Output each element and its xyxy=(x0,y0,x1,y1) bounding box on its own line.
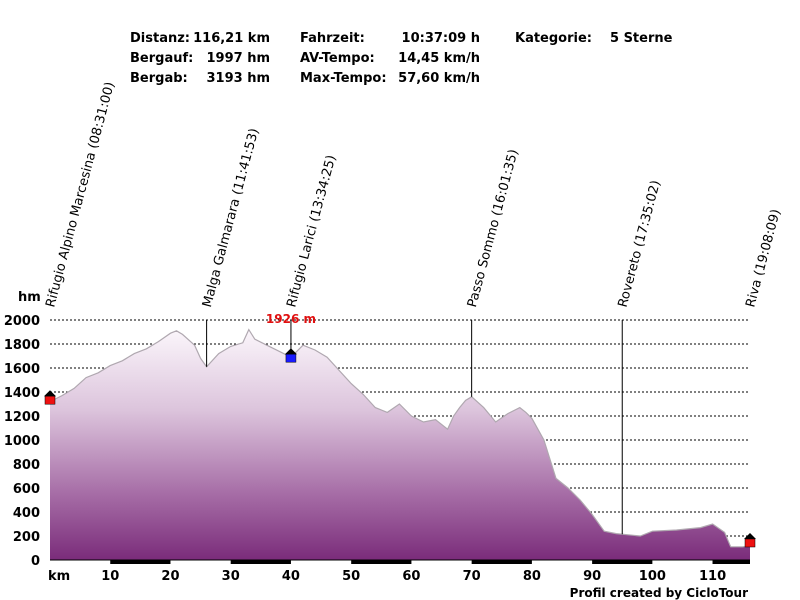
y-tick-label: 1800 xyxy=(4,338,40,353)
waypoint-label: Passo Sommo (16:01:35) xyxy=(465,148,522,309)
x-axis-segment xyxy=(351,560,412,564)
elevation-area xyxy=(50,329,750,560)
avg-speed-label: AV-Tempo: xyxy=(300,51,375,66)
marker-body xyxy=(44,395,56,405)
x-tick-label: 100 xyxy=(639,569,666,584)
x-axis-segment xyxy=(592,560,653,564)
marker-body xyxy=(285,353,297,363)
x-axis-segment xyxy=(471,560,532,564)
x-tick-label: 40 xyxy=(282,569,300,584)
y-tick-label: 2000 xyxy=(4,314,40,329)
x-tick-label: 70 xyxy=(463,569,481,584)
descent-value: 3193 hm xyxy=(206,71,270,86)
max-elevation-label: 1926 m xyxy=(266,312,316,326)
x-tick-label: 90 xyxy=(583,569,601,584)
x-axis-segment xyxy=(712,560,750,564)
max-speed-value: 57,60 km/h xyxy=(398,71,480,86)
avg-speed-value: 14,45 km/h xyxy=(398,51,480,66)
waypoint-label: Rifugio Alpino Marcesina (08:31:00) xyxy=(43,80,118,309)
y-tick-label: 1000 xyxy=(4,434,40,449)
y-tick-label: 400 xyxy=(13,506,40,521)
waypoint-label: Rovereto (17:35:02) xyxy=(616,179,664,309)
marker-roof xyxy=(44,390,56,397)
category-value: 5 Sterne xyxy=(610,31,673,46)
climb-label: Bergauf: xyxy=(130,51,194,66)
x-tick-label: 20 xyxy=(161,569,179,584)
category-label: Kategorie: xyxy=(515,31,592,46)
time-label: Fahrzeit: xyxy=(300,31,365,46)
marker-roof xyxy=(744,533,756,539)
descent-label: Bergab: xyxy=(130,71,188,86)
stats-panel: Distanz: 116,21 km Bergauf: 1997 hm Berg… xyxy=(0,0,800,95)
credit-text: Profil created by CicloTour xyxy=(569,586,748,600)
time-value: 10:37:09 h xyxy=(401,31,480,46)
x-tick-label: 110 xyxy=(699,569,726,584)
x-axis-label: km xyxy=(48,569,70,584)
y-tick-label: 1400 xyxy=(4,386,40,401)
y-tick-label: 1600 xyxy=(4,362,40,377)
y-axis-label: hm xyxy=(18,290,41,305)
x-tick-label: 50 xyxy=(342,569,360,584)
distance-label: Distanz: xyxy=(130,31,190,46)
x-tick-label: 60 xyxy=(402,569,420,584)
climb-value: 1997 hm xyxy=(206,51,270,66)
marker-roof xyxy=(284,348,297,355)
x-axis-segment xyxy=(110,560,171,564)
waypoint-label: Malga Galmarara (11:41:53) xyxy=(200,127,262,309)
y-tick-label: 200 xyxy=(13,530,40,545)
x-tick-label: 10 xyxy=(101,569,119,584)
y-tick-label: 800 xyxy=(13,458,40,473)
x-tick-label: 30 xyxy=(222,569,240,584)
x-tick-label: 80 xyxy=(523,569,541,584)
elevation-outline xyxy=(49,328,751,548)
y-tick-label: 600 xyxy=(13,482,40,497)
marker-body xyxy=(744,538,756,548)
distance-value: 116,21 km xyxy=(193,31,270,46)
waypoint-label: Rifugio Larici (13:34:25) xyxy=(284,154,339,310)
x-axis-segment xyxy=(230,560,291,564)
axes: 0 200 400 600 800 1000 1200 1400 1600 1800 2000 10 2… xyxy=(4,314,750,584)
waypoint-label: Riva (19:08:09) xyxy=(743,208,784,309)
max-speed-label: Max-Tempo: xyxy=(300,71,387,86)
markers xyxy=(44,348,756,548)
y-tick-label: 0 xyxy=(31,554,40,569)
y-tick-label: 1200 xyxy=(4,410,40,425)
